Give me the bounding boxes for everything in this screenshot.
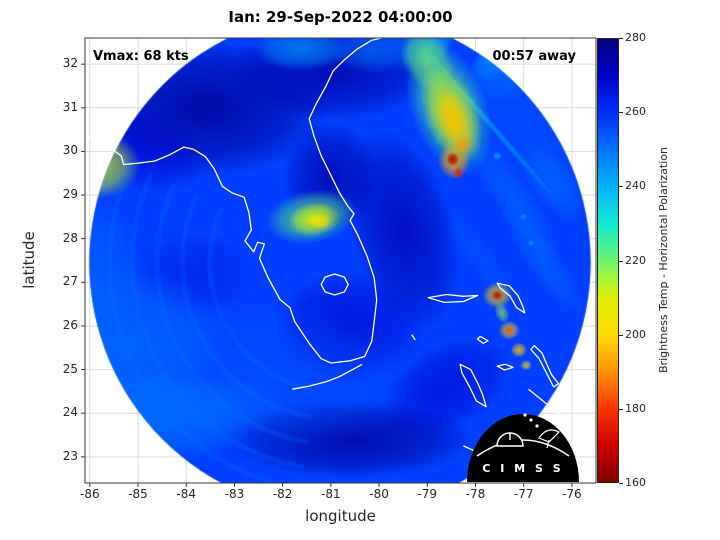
coastline-lake-okeechobee <box>320 273 349 296</box>
coastline-florida-mainland <box>85 38 382 364</box>
logo-text: C I M S S <box>482 462 563 475</box>
colorbar <box>597 38 619 483</box>
colorbar-tick-label: 200 <box>625 327 646 341</box>
cimss-logo: C I M S S <box>467 412 579 482</box>
x-tick-label: -79 <box>417 487 438 501</box>
time-away-annotation: 00:57 away <box>492 49 576 64</box>
signal-dot <box>529 418 533 422</box>
vmax-annotation: Vmax: 68 kts <box>93 49 189 64</box>
y-axis-label: latitude <box>20 231 38 289</box>
coastline-abaco <box>496 282 526 314</box>
dish-stand <box>546 439 550 449</box>
coastline-bimini <box>411 334 416 341</box>
colorbar-tick-label: 180 <box>625 401 646 415</box>
x-tick-label: -78 <box>465 487 486 501</box>
colorbar-tick-mark <box>619 408 623 410</box>
x-tick-label: -83 <box>224 487 245 501</box>
y-tick-label: 24 <box>62 405 78 420</box>
y-tick-label: 30 <box>62 143 78 158</box>
coastline-grand-bahama <box>427 293 479 304</box>
coastline-exuma-chain <box>528 388 567 421</box>
x-axis-label: longitude <box>305 507 376 525</box>
y-tick-label: 26 <box>62 317 78 332</box>
x-tick-label: -81 <box>321 487 341 501</box>
satellite-dish-icon <box>538 429 561 443</box>
x-tick-label: -76 <box>562 487 582 501</box>
y-tick-label: 27 <box>62 274 78 289</box>
colorbar-tick-label: 280 <box>625 31 646 44</box>
y-tick-label: 23 <box>62 448 78 463</box>
x-tick-label: -77 <box>513 487 534 501</box>
coastline-andros <box>459 363 487 408</box>
y-tick-label: 31 <box>62 99 78 114</box>
y-tick-label: 28 <box>62 230 78 245</box>
colorbar-tick-mark <box>619 112 623 114</box>
y-tick-label: 25 <box>62 361 78 376</box>
plot-title: Ian: 29-Sep-2022 04:00:00 <box>228 8 453 26</box>
x-tick-label: -85 <box>128 487 148 501</box>
coastline-berry-islands <box>476 335 489 345</box>
x-tick-label: -84 <box>176 487 197 501</box>
x-tick-label: -82 <box>272 487 293 501</box>
colorbar-tick-mark <box>619 483 623 484</box>
signal-dot <box>523 413 527 417</box>
colorbar-tick-label: 220 <box>625 253 646 267</box>
y-tick-label: 29 <box>62 187 78 202</box>
colorbar-tick-label: 160 <box>625 476 646 489</box>
axes-box <box>84 37 597 484</box>
coastline-eleuthera <box>530 344 560 388</box>
logo-horizon <box>476 439 570 457</box>
colorbar-tick-mark <box>619 186 623 188</box>
colorbar-tick-label: 260 <box>625 105 646 119</box>
y-tick-label: 32 <box>62 56 78 71</box>
colorbar-tick-mark <box>619 260 623 262</box>
colorbar-tick-label: 240 <box>625 179 646 193</box>
coastline-new-providence <box>496 363 514 371</box>
x-tick-label: -86 <box>80 487 100 501</box>
coastline-florida-keys <box>292 363 363 390</box>
colorbar-tick-mark <box>619 38 623 39</box>
colorbar-tick-mark <box>619 334 623 336</box>
signal-dot <box>535 424 539 428</box>
x-tick-label: -80 <box>369 487 389 501</box>
